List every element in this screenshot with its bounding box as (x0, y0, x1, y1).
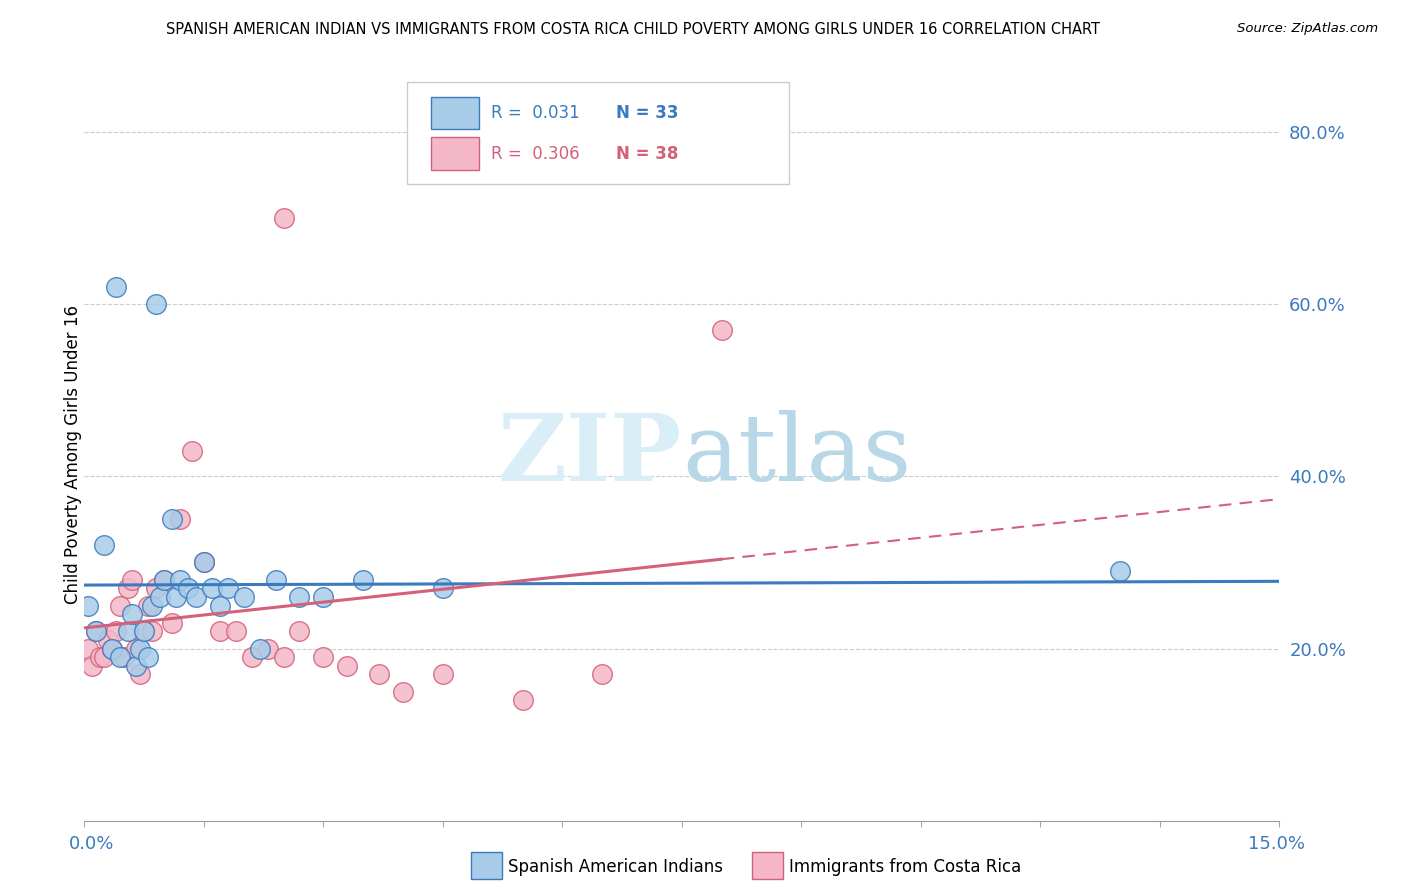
Point (160, 615, 183, 630)
Point (312, 650, 335, 665)
Point (256, 641, 278, 656)
Point (129, 667, 152, 681)
Point (145, 297, 167, 311)
Point (591, 667, 613, 681)
FancyBboxPatch shape (432, 136, 479, 169)
Point (193, 556, 215, 570)
Point (125, 658, 148, 673)
Point (141, 599, 163, 613)
Point (93, 538, 115, 552)
Text: 0.0%: 0.0% (69, 835, 114, 853)
Text: atlas: atlas (682, 410, 911, 500)
Point (129, 641, 152, 656)
Point (117, 582, 139, 596)
Point (117, 624, 139, 639)
Text: N = 38: N = 38 (616, 145, 679, 162)
Point (93, 650, 115, 665)
Point (225, 624, 247, 639)
Point (169, 573, 191, 587)
Text: Immigrants from Costa Rica: Immigrants from Costa Rica (789, 858, 1021, 876)
Text: ZIP: ZIP (498, 410, 682, 500)
Point (105, 624, 128, 639)
Point (1109, 564, 1132, 578)
Text: Source: ZipAtlas.com: Source: ZipAtlas.com (1237, 22, 1378, 36)
Point (249, 641, 271, 656)
Point (336, 658, 359, 673)
Text: 15.0%: 15.0% (1249, 835, 1305, 853)
Point (169, 512, 191, 526)
Point (160, 512, 183, 526)
Point (110, 599, 132, 613)
Point (77, 599, 100, 613)
Point (432, 667, 454, 681)
Point (273, 650, 295, 665)
Point (153, 573, 176, 587)
Text: R =  0.306: R = 0.306 (491, 145, 579, 162)
Point (288, 590, 311, 604)
Text: N = 33: N = 33 (616, 104, 679, 122)
Text: SPANISH AMERICAN INDIAN VS IMMIGRANTS FROM COSTA RICA CHILD POVERTY AMONG GIRLS : SPANISH AMERICAN INDIAN VS IMMIGRANTS FR… (166, 22, 1099, 37)
Point (125, 641, 148, 656)
Point (352, 573, 374, 587)
Point (193, 556, 215, 570)
Point (121, 573, 143, 587)
Point (89, 650, 111, 665)
Point (368, 667, 391, 681)
Point (208, 599, 231, 613)
Point (136, 599, 159, 613)
Point (240, 650, 263, 665)
Point (184, 590, 207, 604)
Y-axis label: Child Poverty Among Girls Under 16: Child Poverty Among Girls Under 16 (65, 305, 82, 605)
Point (208, 624, 231, 639)
Point (432, 582, 454, 596)
Text: Spanish American Indians: Spanish American Indians (508, 858, 723, 876)
Point (82, 658, 104, 673)
Point (312, 590, 335, 604)
Point (149, 590, 172, 604)
Point (101, 641, 124, 656)
Text: R =  0.031: R = 0.031 (491, 104, 579, 122)
Point (121, 607, 143, 621)
Point (392, 684, 415, 698)
Point (165, 590, 187, 604)
Point (288, 624, 311, 639)
Point (141, 624, 163, 639)
Point (273, 211, 295, 226)
Point (153, 573, 176, 587)
Point (177, 582, 200, 596)
Point (97, 632, 120, 647)
Point (201, 582, 224, 596)
Point (264, 573, 287, 587)
Point (112, 650, 135, 665)
Point (217, 582, 239, 596)
FancyBboxPatch shape (432, 96, 479, 129)
Point (145, 582, 167, 596)
Point (132, 624, 156, 639)
Point (86, 624, 108, 639)
Point (132, 624, 156, 639)
Point (512, 693, 534, 707)
Point (710, 323, 733, 337)
Point (77, 641, 100, 656)
Point (232, 590, 254, 604)
Point (110, 650, 132, 665)
FancyBboxPatch shape (408, 82, 790, 185)
Point (101, 641, 124, 656)
Point (136, 650, 159, 665)
Point (105, 280, 128, 294)
Point (181, 443, 204, 458)
Point (86, 624, 108, 639)
